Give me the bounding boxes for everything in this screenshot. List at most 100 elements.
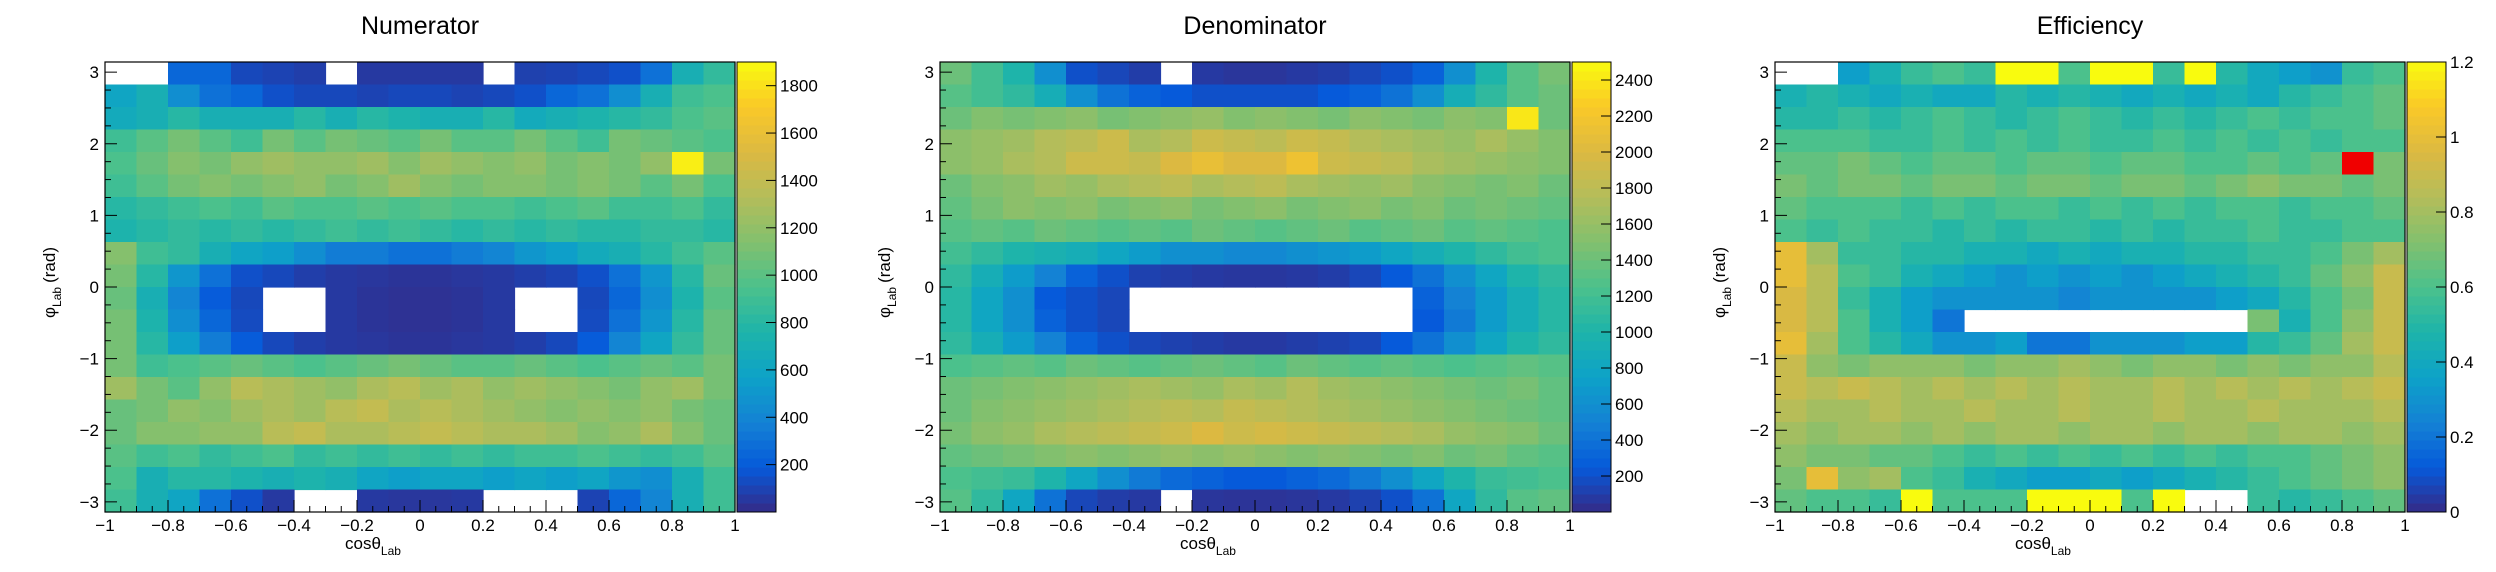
heatmap-cell	[546, 107, 579, 131]
color-bar-step	[2407, 134, 2446, 144]
heatmap-cell	[1901, 467, 1934, 491]
color-bar-step	[737, 332, 776, 342]
heatmap-cell	[2342, 377, 2375, 401]
heatmap-cell	[1538, 377, 1571, 401]
y-axis-title-main: φ	[40, 307, 59, 318]
heatmap-cell	[231, 242, 264, 266]
heatmap-cell	[1223, 152, 1256, 176]
heatmap-cell	[1034, 332, 1067, 356]
color-bar-step	[1572, 359, 1611, 369]
heatmap-cell	[2373, 242, 2406, 266]
heatmap-cell	[2027, 489, 2060, 513]
color-bar-step	[737, 62, 776, 72]
heatmap-cell	[1412, 489, 1445, 513]
heatmap-cell	[2279, 129, 2312, 153]
heatmap-cell	[2058, 129, 2091, 153]
heatmap-cell	[1066, 107, 1099, 131]
heatmap-cell	[1192, 242, 1225, 266]
heatmap-cell	[2310, 264, 2343, 288]
heatmap-cell	[1097, 152, 1130, 176]
heatmap-cell	[640, 399, 673, 423]
heatmap-cell	[2247, 332, 2280, 356]
heatmap-cell	[609, 107, 642, 131]
heatmap-cell	[1066, 489, 1099, 513]
heatmap-cell	[388, 377, 421, 401]
heatmap-cell	[231, 399, 264, 423]
heatmap-cell	[1838, 399, 1871, 423]
heatmap-cell	[451, 467, 484, 491]
heatmap-cell	[2090, 152, 2123, 176]
heatmap-cell	[1255, 62, 1288, 86]
heatmap-cell	[1349, 62, 1382, 86]
color-bar-step	[737, 107, 776, 117]
heatmap-cell	[1444, 422, 1477, 446]
heatmap-cell	[1507, 467, 1540, 491]
heatmap-cell	[2216, 422, 2249, 446]
y-tick-label: −2	[1750, 421, 1769, 440]
heatmap-cell	[262, 354, 295, 378]
heatmap-cell	[1475, 264, 1508, 288]
heatmap-cell	[1901, 107, 1934, 131]
heatmap-cell	[2373, 264, 2406, 288]
heatmap-cell	[1034, 489, 1067, 513]
heatmap-cell	[388, 264, 421, 288]
y-tick-label: −2	[80, 421, 99, 440]
heatmap-cell	[294, 152, 327, 176]
heatmap-cell	[2027, 62, 2060, 86]
heatmap-cell	[2247, 84, 2280, 108]
heatmap-cell	[1444, 84, 1477, 108]
heatmap-cell	[1034, 174, 1067, 198]
y-tick-label: 0	[925, 278, 934, 297]
heatmap-cell	[1507, 174, 1540, 198]
heatmap-cell	[1255, 354, 1288, 378]
heatmap-cell	[514, 62, 547, 86]
heatmap-cell	[2310, 242, 2343, 266]
color-bar-step	[737, 305, 776, 315]
color-bar-step	[2407, 251, 2446, 261]
heatmap-cell	[231, 489, 264, 513]
y-tick-label: 2	[1760, 135, 1769, 154]
heatmap-cell	[1255, 489, 1288, 513]
heatmap-cell	[577, 197, 610, 221]
heatmap-cell	[1097, 422, 1130, 446]
color-bar-step	[737, 323, 776, 333]
heatmap-cell	[1286, 399, 1319, 423]
heatmap-cell	[168, 422, 201, 446]
heatmap-cell	[1932, 377, 1965, 401]
y-tick-label: −3	[915, 493, 934, 512]
heatmap-cell	[1066, 422, 1099, 446]
heatmap-cell	[1932, 264, 1965, 288]
heatmap-cell	[2090, 84, 2123, 108]
heatmap-cell	[199, 264, 232, 288]
heatmap-cell	[2027, 354, 2060, 378]
heatmap-cell	[1964, 242, 1997, 266]
y-tick-label: 1	[1760, 206, 1769, 225]
heatmap-cell	[483, 152, 516, 176]
heatmap-cell	[1412, 129, 1445, 153]
heatmap-cell	[940, 62, 973, 86]
heatmap-cell	[325, 444, 358, 468]
heatmap-cell	[451, 62, 484, 86]
color-bar-step	[737, 233, 776, 243]
heatmap-cell	[420, 242, 453, 266]
heatmap-cell	[1869, 84, 1902, 108]
heatmap-cell	[199, 332, 232, 356]
heatmap-cell	[1444, 332, 1477, 356]
color-bar-step	[1572, 467, 1611, 477]
heatmap-cell	[2216, 174, 2249, 198]
heatmap-cell	[1538, 287, 1571, 311]
heatmap-cell	[1223, 242, 1256, 266]
heatmap-cell	[168, 84, 201, 108]
heatmap-cell	[325, 219, 358, 243]
heatmap-cell	[2121, 377, 2154, 401]
heatmap-cell	[2342, 422, 2375, 446]
heatmap-cell	[672, 309, 705, 333]
color-bar-step	[1572, 233, 1611, 243]
heatmap-cell	[640, 444, 673, 468]
heatmap-cell	[672, 354, 705, 378]
heatmap-cell	[2121, 354, 2154, 378]
heatmap-cell	[1286, 107, 1319, 131]
heatmap-cell	[609, 242, 642, 266]
y-axis-title-unit: (rad)	[875, 247, 894, 283]
heatmap-cell	[1901, 489, 1934, 513]
